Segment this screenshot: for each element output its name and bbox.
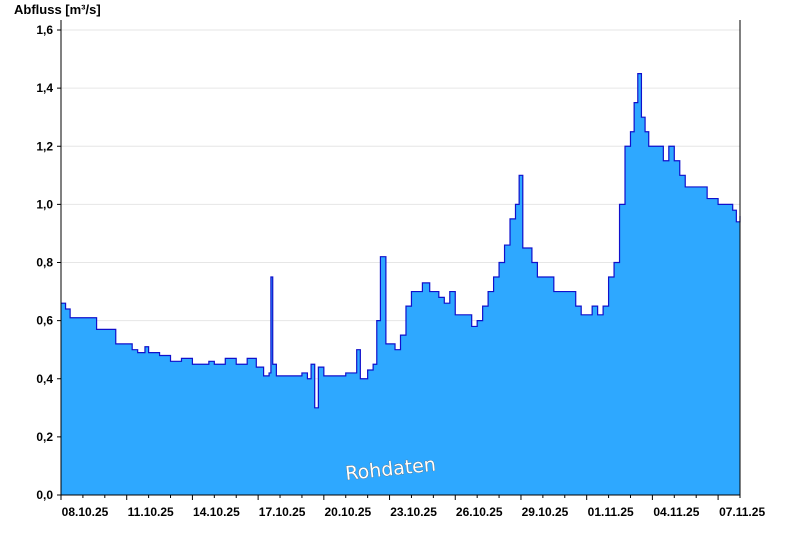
y-tick-label: 0,0 [36,488,53,502]
x-tick-label: 11.10.25 [128,505,174,519]
y-axis-ticks: 0,0 0,2 0,4 0,6 0,8 1,0 1,2 1,4 1,6 [36,23,61,502]
x-axis-ticks: 08.10.25 11.10.25 14.10.25 17.10.25 20.10.25… [60,495,765,519]
discharge-line [61,72,741,409]
y-axis-title: Abfluss [m³/s] [14,2,101,17]
x-tick-label: 08.10.25 [62,505,109,519]
y-tick-label: 1,2 [36,139,53,153]
discharge-area [61,73,740,495]
x-tick-label: 20.10.25 [324,505,371,519]
x-tick-label: 23.10.25 [390,505,437,519]
x-tick-label: 17.10.25 [259,505,306,519]
y-tick-label: 0,6 [36,314,53,328]
x-tick-label: 14.10.25 [193,505,240,519]
y-tick-label: 0,8 [36,256,53,270]
y-tick-label: 1,6 [36,23,53,37]
y-tick-label: 0,2 [36,430,53,444]
x-tick-label: 29.10.25 [522,505,569,519]
x-tick-label: 04.11.25 [653,505,699,519]
x-tick-label: 01.11.25 [588,505,634,519]
y-tick-label: 1,4 [36,81,53,95]
plot-area [61,72,741,495]
x-tick-label: 26.10.25 [456,505,503,519]
axes [60,20,741,496]
x-tick-label: 07.11.25 [719,505,765,519]
y-tick-label: 1,0 [36,197,53,211]
y-tick-label: 0,4 [36,372,53,386]
